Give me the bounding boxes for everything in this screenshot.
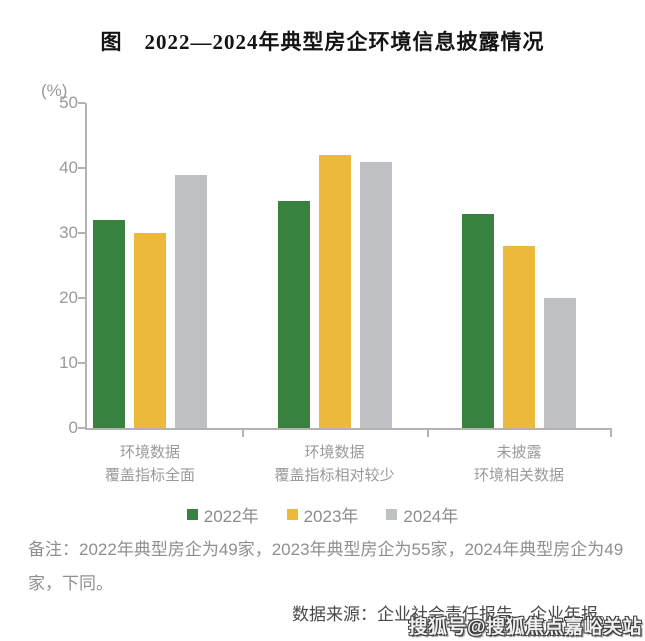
x-tick-mark-1 xyxy=(427,428,429,437)
bar-2024年-group-2 xyxy=(359,161,392,428)
x-axis-line xyxy=(85,428,612,430)
y-tick-label-40: 40 xyxy=(59,158,78,177)
x-category-label-2: 环境数据 覆盖指标相对较少 xyxy=(274,444,395,484)
legend-label: 2023年 xyxy=(303,507,359,526)
y-tick-mark-50 xyxy=(78,102,85,104)
legend-swatch-icon xyxy=(186,509,198,520)
y-axis-line xyxy=(85,103,87,430)
legend: 2022年 2023年 2024年 xyxy=(0,502,645,527)
legend-item-2023年: 2023年 xyxy=(286,502,359,527)
x-tick-mark-2 xyxy=(610,428,612,437)
legend-label: 2022年 xyxy=(203,507,259,526)
watermark: 搜狐号@搜狐焦点嘉峪关站 xyxy=(408,617,642,638)
y-tick-mark-30 xyxy=(78,232,85,234)
legend-swatch-icon xyxy=(386,509,398,520)
bar-2022年-group-1 xyxy=(93,220,125,428)
bar-2024年-group-3 xyxy=(544,298,576,428)
y-tick-label-10: 10 xyxy=(59,353,78,372)
legend-item-2024年: 2024年 xyxy=(386,502,458,527)
bar-2023年-group-3 xyxy=(503,246,535,428)
y-tick-label-20: 20 xyxy=(59,288,78,307)
y-tick-mark-0 xyxy=(78,427,85,429)
x-tick-mark-0 xyxy=(242,428,244,437)
legend-swatch-icon xyxy=(286,509,298,520)
bar-2023年-group-2 xyxy=(318,155,351,428)
x-category-label-1: 环境数据 覆盖指标全面 xyxy=(104,444,195,484)
chart-notes: 备注：2022年典型房企为49家，2023年典型房企为55家，2024年典型房企… xyxy=(28,540,624,593)
y-tick-mark-40 xyxy=(78,167,85,169)
x-category-label-3: 未披露 环境相关数据 xyxy=(473,444,564,484)
legend-label: 2024年 xyxy=(403,507,459,526)
y-tick-label-0: 0 xyxy=(68,418,78,437)
y-axis-unit-label: (%) xyxy=(41,81,68,100)
bar-2024年-group-1 xyxy=(175,174,207,428)
chart-title: 图 2022—2024年典型房企环境信息披露情况 xyxy=(100,30,545,54)
y-tick-label-50: 50 xyxy=(59,93,78,112)
bar-2022年-group-2 xyxy=(277,200,310,428)
legend-item-2022年: 2022年 xyxy=(186,502,259,527)
bar-2023年-group-1 xyxy=(134,233,166,428)
data-source: 数据来源：企业社会责任报告、企业年报。 xyxy=(292,605,615,624)
bar-2022年-group-3 xyxy=(462,213,494,428)
y-tick-mark-10 xyxy=(78,362,85,364)
y-tick-mark-20 xyxy=(78,297,85,299)
y-tick-label-30: 30 xyxy=(59,223,78,242)
